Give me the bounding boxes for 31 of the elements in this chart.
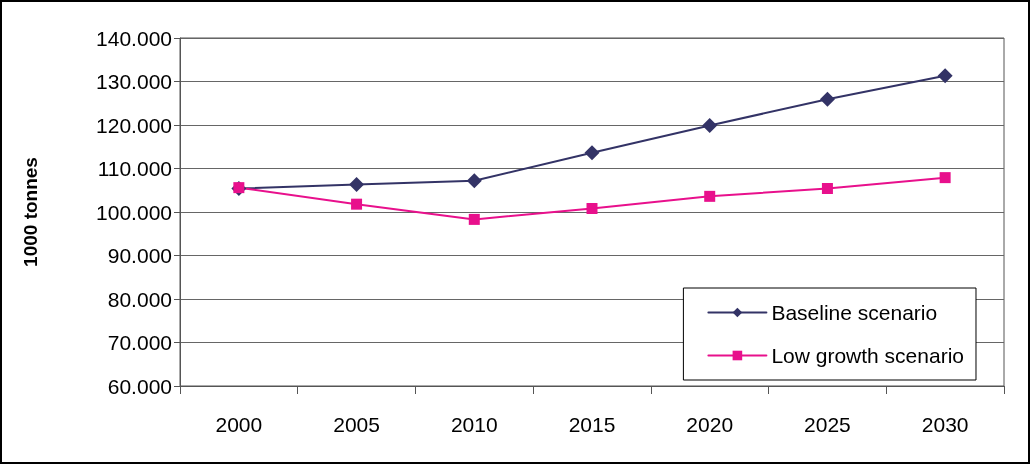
x-tick-label: 2000 (215, 413, 263, 436)
point (349, 177, 365, 193)
y-tick-label: 60.000 (107, 374, 172, 398)
y-tick-label: 70.000 (107, 331, 172, 354)
point (586, 203, 598, 215)
y-tick-label: 100.000 (96, 200, 172, 224)
point (584, 145, 600, 161)
x-tick-label: 2030 (921, 413, 969, 436)
x-tick-label: 2020 (686, 413, 734, 436)
legend-label: Baseline scenario (771, 301, 938, 324)
y-tick-label: 130.000 (96, 70, 172, 93)
x-tick-label: 2010 (450, 413, 498, 436)
x-tick-label: 2025 (804, 413, 851, 436)
point (819, 91, 835, 107)
y-tick-label: 90.000 (107, 244, 172, 267)
point (939, 172, 951, 184)
x-tick-label: 2005 (333, 413, 380, 436)
y-tick-label: 120.000 (96, 113, 172, 137)
y-tick-label: 80.000 (107, 287, 172, 311)
y-tick-label: 140.000 (96, 26, 172, 50)
point (466, 173, 482, 189)
y-axis-title: 1000 tonnes (20, 157, 41, 267)
legend-label: Low growth scenario (771, 344, 965, 367)
point (702, 117, 718, 133)
point (937, 68, 953, 84)
point (704, 190, 716, 202)
point (468, 213, 480, 225)
point (821, 183, 833, 195)
point (351, 198, 363, 210)
x-tick-label: 2015 (568, 413, 616, 436)
y-tick-label: 110.000 (97, 157, 172, 180)
